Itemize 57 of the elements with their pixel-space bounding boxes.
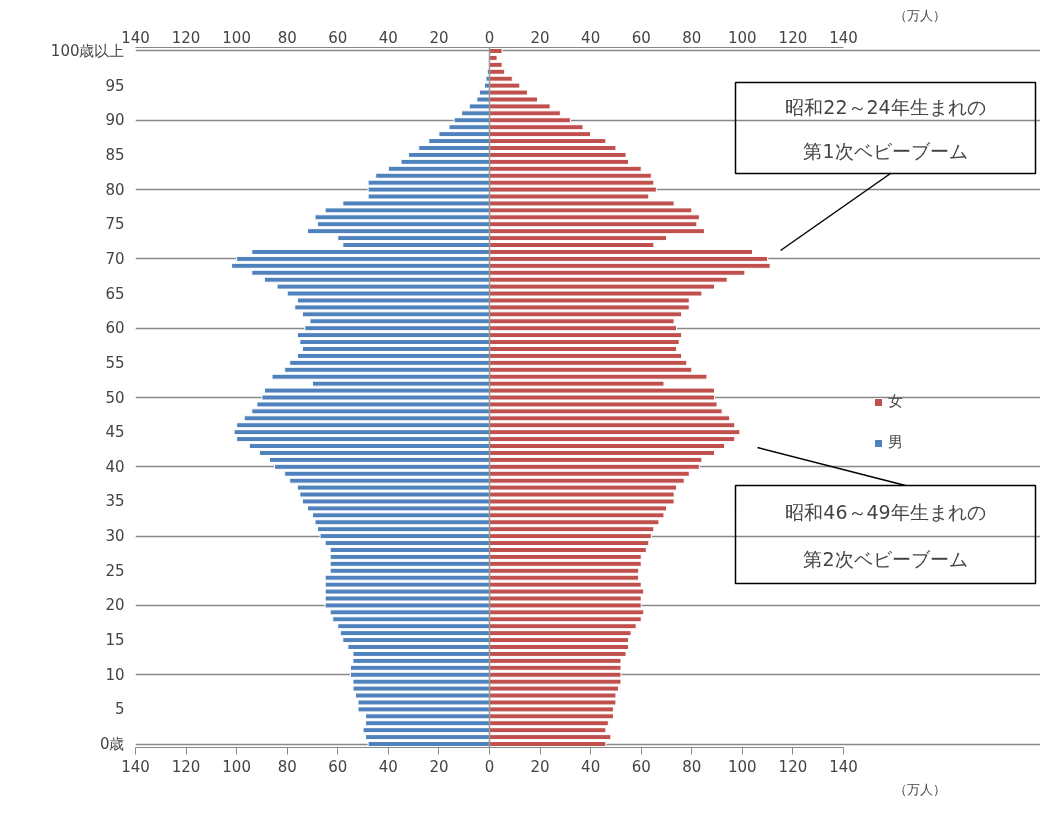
x2-tick-label: 140 [121,757,150,776]
x-tick-label: 60 [631,28,651,47]
y-tick-label: 75 [105,215,125,234]
y-tick-label: 20 [105,596,125,615]
annotation: 昭和22～24年生まれの [785,96,986,119]
y-tick-label: 80 [105,180,125,199]
x-axis-title: （万人） [893,781,946,797]
x-tick-label: 120 [778,28,808,47]
y-tick-label: 5 [114,700,125,719]
x-tick-label: 80 [277,28,297,47]
y-tick-label: 55 [105,353,125,372]
x2-tick-label: 100 [222,757,251,776]
x-tick-label: 20 [530,28,550,47]
x2-tick-label: 80 [277,757,297,776]
legend-label: 女 [888,392,904,411]
y-tick-label: 25 [105,561,125,580]
legend-label: 男 [888,433,904,452]
y-tick-label: 50 [105,388,125,407]
x-tick-label: 40 [378,28,398,47]
y-tick-label: 95 [105,76,125,95]
y-tick-label: 10 [105,665,125,684]
annotation: 第2次ベビーブーム [803,548,968,570]
x2-tick-label: 20 [530,757,550,776]
x-tick-label: 140 [829,28,858,47]
x-tick-label: 100 [728,28,757,47]
x2-tick-label: 60 [631,757,651,776]
x2-tick-label: 20 [429,757,449,776]
x2-tick-label: 120 [171,757,201,776]
x2-tick-label: 120 [778,757,808,776]
y-tick-label: 40 [105,457,125,476]
x2-tick-label: 140 [829,757,858,776]
x-tick-label: 80 [682,28,702,47]
y-tick-label: 15 [105,631,125,650]
y-tick-label: 90 [105,111,125,130]
x2-tick-label: 60 [328,757,348,776]
annotation: 第1次ベビーブーム [803,139,968,162]
y-tick-label: 30 [105,527,125,546]
x2-tick-label: 0 [484,757,495,776]
x2-tick-label: 100 [728,757,757,776]
y-tick-label: 45 [105,423,125,442]
x2-tick-label: 40 [378,757,398,776]
x-tick-label: 120 [171,28,201,47]
y-tick-label: 70 [105,249,125,268]
x-tick-label: 0 [484,28,495,47]
y-tick-label: 60 [105,319,125,338]
y-tick-label: 0歳 [99,735,125,754]
x-tick-label: 100 [222,28,251,47]
x-tick-label: 60 [328,28,348,47]
x-tick-label: 20 [429,28,449,47]
y-tick-label: 85 [105,145,125,164]
x2-tick-label: 80 [682,757,702,776]
x2-tick-label: 40 [581,757,601,776]
y-tick-label: 35 [105,492,125,511]
annotation: 昭和46～49年生まれの [785,500,986,523]
x-tick-label: 40 [581,28,601,47]
y-tick-label: 65 [105,284,125,303]
x2-axis-title: （万人） [893,7,946,23]
